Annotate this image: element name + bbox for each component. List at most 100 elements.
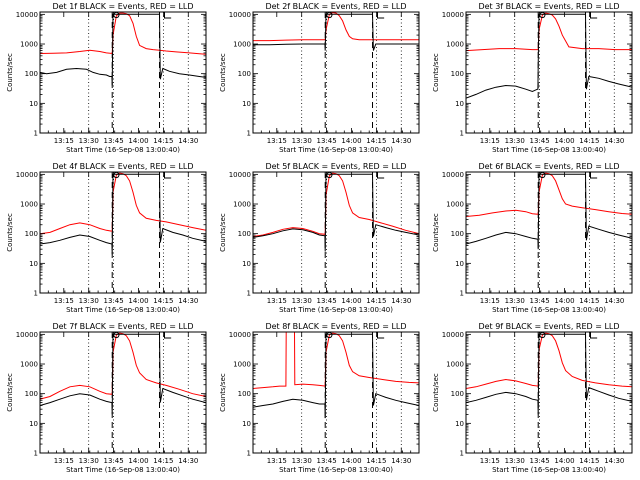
y-tick-label: 10000 bbox=[16, 11, 38, 19]
panel-1: Det 1f BLACK = Events, RED = LLD 1 10 100 10… bbox=[6, 2, 207, 154]
series-group bbox=[40, 332, 206, 415]
x-tick-label: 14:00 bbox=[128, 457, 148, 465]
y-tick-label: 10 bbox=[242, 100, 251, 108]
x-tick-label: 13:15 bbox=[267, 457, 287, 465]
panels: Det 1f BLACK = Events, RED = LLD 1 10 100 10… bbox=[6, 2, 633, 474]
x-tick-label: 14:30 bbox=[604, 457, 624, 465]
y-tick-label: 10 bbox=[29, 100, 38, 108]
y-tick-label: 1000 bbox=[20, 41, 38, 49]
series-group bbox=[40, 172, 206, 255]
x-tick-label: 14:30 bbox=[604, 137, 624, 145]
series-line-events bbox=[466, 13, 632, 99]
y-tick-label: 10 bbox=[455, 100, 464, 108]
y-tick-label: 10 bbox=[242, 260, 251, 268]
y-tick-label: 1 bbox=[460, 130, 464, 138]
x-axis-label: Start Time (16-Sep-08 13:00:40) bbox=[279, 306, 393, 314]
x-tick-label: 14:30 bbox=[604, 297, 624, 305]
y-tick-label: 1 bbox=[34, 450, 38, 458]
x-axis-label: Start Time (16-Sep-08 13:00:40) bbox=[279, 466, 393, 474]
series-group bbox=[253, 12, 419, 51]
series-group bbox=[40, 12, 206, 86]
series-group bbox=[466, 12, 632, 99]
y-tick-label: 10000 bbox=[229, 171, 251, 179]
y-tick-label: 10 bbox=[29, 260, 38, 268]
x-axis-label: Start Time (16-Sep-08 13:00:40) bbox=[492, 306, 606, 314]
series-line-lld bbox=[253, 172, 419, 237]
x-tick-label: 13:15 bbox=[54, 457, 74, 465]
series-line-events bbox=[253, 173, 419, 252]
x-tick-label: 13:30 bbox=[292, 457, 312, 465]
x-tick-label: 14:15 bbox=[579, 297, 599, 305]
y-tick-label: 1 bbox=[247, 290, 251, 298]
y-axis-label: Counts/sec bbox=[432, 373, 440, 412]
y-tick-label: 100 bbox=[238, 230, 251, 238]
bracket-marker bbox=[590, 172, 598, 179]
panel-6: Det 6f BLACK = Events, RED = LLD 1 10 100 10… bbox=[432, 162, 633, 314]
x-tick-label: 14:30 bbox=[391, 297, 411, 305]
x-tick-label: 13:15 bbox=[480, 137, 500, 145]
panel-title: Det 6f BLACK = Events, RED = LLD bbox=[478, 162, 619, 171]
y-tick-label: 100 bbox=[25, 70, 38, 78]
y-axis-label: Counts/sec bbox=[432, 213, 440, 252]
x-tick-label: 13:45 bbox=[316, 137, 336, 145]
panel-4: Det 4f BLACK = Events, RED = LLD 1 10 100 10… bbox=[6, 162, 207, 314]
y-tick-label: 10 bbox=[455, 420, 464, 428]
x-tick-label: 13:15 bbox=[267, 137, 287, 145]
y-axis-label: Counts/sec bbox=[6, 373, 14, 412]
x-tick-label: 14:15 bbox=[366, 457, 386, 465]
y-tick-label: 1000 bbox=[20, 361, 38, 369]
y-tick-label: 10000 bbox=[229, 11, 251, 19]
x-tick-label: 14:30 bbox=[178, 297, 198, 305]
y-tick-label: 1 bbox=[34, 130, 38, 138]
panel-8: Det 8f BLACK = Events, RED = LLD 1 10 100 10… bbox=[219, 322, 420, 474]
panel-5: Det 5f BLACK = Events, RED = LLD 1 10 100 10… bbox=[219, 162, 420, 314]
x-axis-label: Start Time (16-Sep-08 13:00:40) bbox=[279, 146, 393, 154]
x-tick-label: 13:30 bbox=[79, 457, 99, 465]
x-tick-label: 13:15 bbox=[54, 297, 74, 305]
y-tick-label: 1000 bbox=[233, 41, 251, 49]
x-tick-label: 13:30 bbox=[79, 137, 99, 145]
x-tick-label: 14:00 bbox=[128, 297, 148, 305]
y-tick-label: 100 bbox=[25, 230, 38, 238]
y-tick-label: 1 bbox=[460, 450, 464, 458]
y-tick-label: 1000 bbox=[446, 41, 464, 49]
x-tick-label: 14:00 bbox=[128, 137, 148, 145]
series-line-lld bbox=[40, 172, 206, 235]
x-axis-label: Start Time (16-Sep-08 13:00:40) bbox=[66, 306, 180, 314]
y-tick-label: 10 bbox=[242, 420, 251, 428]
x-axis-label: Start Time (16-Sep-08 13:00:40) bbox=[66, 146, 180, 154]
series-group bbox=[466, 172, 632, 250]
bracket-marker bbox=[590, 12, 598, 19]
x-tick-label: 14:00 bbox=[341, 457, 361, 465]
series-line-lld bbox=[466, 12, 632, 52]
y-tick-label: 1 bbox=[34, 290, 38, 298]
series-line-events bbox=[466, 173, 632, 250]
y-tick-label: 100 bbox=[451, 230, 464, 238]
series-line-events bbox=[466, 333, 632, 415]
x-axis-label: Start Time (16-Sep-08 13:00:40) bbox=[66, 466, 180, 474]
x-tick-label: 14:15 bbox=[579, 457, 599, 465]
series-line-lld bbox=[466, 332, 632, 389]
y-tick-label: 100 bbox=[238, 70, 251, 78]
x-tick-label: 13:15 bbox=[267, 297, 287, 305]
y-tick-label: 1000 bbox=[446, 361, 464, 369]
x-tick-label: 14:00 bbox=[554, 297, 574, 305]
x-tick-label: 14:00 bbox=[341, 137, 361, 145]
y-tick-label: 100 bbox=[25, 390, 38, 398]
y-tick-label: 10000 bbox=[442, 171, 464, 179]
x-tick-label: 14:15 bbox=[153, 137, 173, 145]
series-line-events bbox=[40, 333, 206, 415]
y-tick-label: 1000 bbox=[20, 201, 38, 209]
panel-3: Det 3f BLACK = Events, RED = LLD 1 10 100 10… bbox=[432, 2, 633, 154]
series-group bbox=[466, 332, 632, 415]
panel-title: Det 5f BLACK = Events, RED = LLD bbox=[265, 162, 406, 171]
x-tick-label: 13:45 bbox=[103, 137, 123, 145]
x-tick-label: 14:30 bbox=[391, 457, 411, 465]
bracket-marker bbox=[590, 332, 598, 339]
y-tick-label: 1 bbox=[247, 450, 251, 458]
x-tick-label: 13:45 bbox=[316, 457, 336, 465]
x-tick-label: 14:30 bbox=[178, 457, 198, 465]
y-tick-label: 10000 bbox=[16, 171, 38, 179]
panel-title: Det 4f BLACK = Events, RED = LLD bbox=[52, 162, 193, 171]
